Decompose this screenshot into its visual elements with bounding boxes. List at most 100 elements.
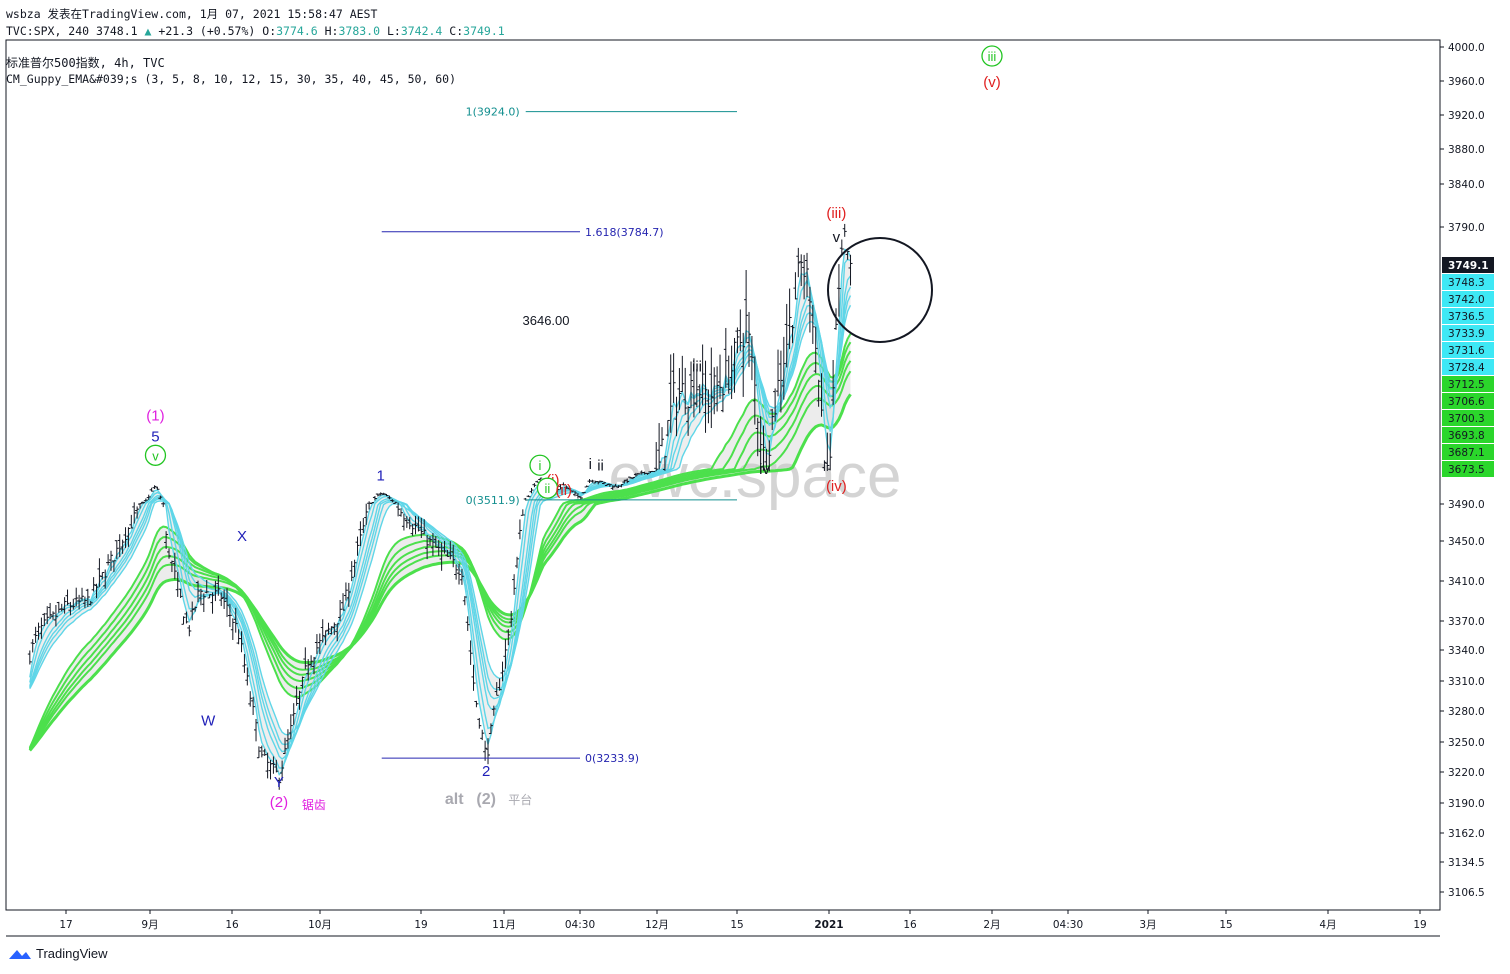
x-tick-label: 04:30 [1053, 919, 1083, 931]
wave-label: i [589, 456, 592, 473]
y-tick-label: 3410.0 [1448, 576, 1485, 588]
long-ema-line [28, 360, 852, 751]
fib-level-label: 1(3924.0) [466, 106, 520, 119]
wave-label: i [539, 458, 542, 473]
wave-label: ii [545, 481, 551, 496]
short-ema-line [29, 275, 852, 760]
y-tick-label: 3840.0 [1448, 179, 1485, 191]
x-tick-label: 15 [730, 919, 743, 931]
long-ema-line [28, 393, 852, 752]
x-tick-label: 17 [59, 919, 72, 931]
price-axis-tag-label: 3736.5 [1448, 311, 1485, 323]
wave-label: iv [759, 461, 770, 478]
tradingview-logo-icon [9, 949, 31, 959]
wave-label: (2) [476, 791, 496, 808]
highlight-circle [827, 237, 933, 343]
price-axis-tag [1442, 274, 1494, 290]
wave-label: iii [692, 359, 702, 376]
close-label: C: [449, 24, 464, 38]
price-axis-tag [1442, 257, 1494, 273]
wave-label: 平台 [508, 792, 532, 807]
high-value: 3783.0 [338, 24, 381, 38]
wave-label: 2 [482, 763, 490, 780]
open-label: O: [262, 24, 277, 38]
wave-label-circle [981, 45, 1003, 67]
wave-label: W [201, 713, 216, 730]
wave-label: (iii) [826, 205, 846, 222]
x-tick-label: 12月 [645, 919, 669, 931]
wave-label-circle [144, 444, 167, 466]
y-tick-label: 3920.0 [1448, 110, 1485, 122]
wave-label: (1) [146, 407, 164, 424]
tradingview-brand[interactable]: TradingView [8, 946, 108, 961]
price-axis-tag-label: 3728.4 [1448, 362, 1485, 374]
wave-label: Y [274, 774, 284, 791]
short-ema-line [29, 295, 852, 746]
low-value: 3742.4 [400, 24, 443, 38]
wave-label: 锯齿 [302, 797, 326, 812]
publisher-line: wsbza 发表在TradingView.com, 1月 07, 2021 15… [6, 7, 378, 21]
change: +21.3 (+0.57%) [158, 24, 256, 38]
price-axis-tag-label: 3748.3 [1448, 277, 1485, 289]
wave-label: (iv) [826, 478, 847, 495]
y-tick-label: 4000.0 [1448, 42, 1485, 54]
x-tick-label: 10月 [308, 919, 332, 931]
price-high-label: 3646.00 [523, 313, 570, 328]
price-axis-tag [1442, 444, 1494, 460]
y-tick-label: 3106.5 [1448, 887, 1485, 899]
y-tick-label: 3220.0 [1448, 767, 1485, 779]
wave-label-circle [536, 477, 559, 499]
wave-label: 1 [377, 468, 385, 485]
price-axis-tag [1442, 359, 1494, 375]
y-tick-label: 3340.0 [1448, 645, 1485, 657]
short-ema-ribbon-fill [29, 249, 851, 775]
price-axis-tag [1442, 461, 1494, 477]
up-arrow-icon: ▲ [144, 24, 152, 38]
x-tick-label: 19 [414, 919, 427, 931]
x-tick-label: 16 [903, 919, 917, 931]
long-ema-line [28, 370, 852, 751]
wave-label: 5 [151, 428, 159, 445]
high-label: H: [324, 24, 339, 38]
brand-name: TradingView [36, 946, 108, 961]
y-tick-label: 3960.0 [1448, 76, 1485, 88]
close-value: 3749.1 [463, 24, 505, 38]
last-price: 3748.1 [96, 24, 138, 38]
y-tick-label: 3162.0 [1448, 828, 1485, 840]
price-axis-tag [1442, 308, 1494, 324]
x-tick-label: 2021 [814, 919, 843, 931]
wave-label: iii [988, 49, 997, 64]
y-tick-label: 3190.0 [1448, 798, 1485, 810]
wave-label: (v) [983, 74, 1001, 91]
price-axis-tag-label: 3700.3 [1448, 413, 1485, 425]
fib-level-label: 0(3233.9) [585, 752, 639, 765]
price-axis-tag-label: 3712.5 [1448, 379, 1485, 391]
y-tick-label: 3310.0 [1448, 676, 1485, 688]
wave-label: (2) [270, 794, 288, 811]
wave-label-circle [529, 454, 551, 476]
price-axis-tag [1442, 291, 1494, 307]
wave-label: v [833, 229, 841, 246]
y-tick-label: 3370.0 [1448, 616, 1485, 628]
x-tick-label: 4月 [1319, 919, 1336, 931]
x-tick-label: 3月 [1139, 919, 1156, 931]
price-axis-tag-label: 3733.9 [1448, 328, 1485, 340]
price-axis-tag [1442, 410, 1494, 426]
wave-label: (ii) [555, 482, 572, 499]
open-value: 3774.6 [276, 24, 318, 38]
indicator-legend: CM_Guppy_EMA&#039;s (3, 5, 8, 10, 12, 15… [6, 72, 457, 86]
symbol: TVC:SPX, 240 [6, 24, 90, 38]
price-axis-tag-label: 3687.1 [1448, 447, 1485, 459]
y-tick-label: 3790.0 [1448, 222, 1485, 234]
price-axis-tag [1442, 325, 1494, 341]
y-tick-label: 3280.0 [1448, 706, 1485, 718]
plot-frame [5, 39, 1441, 911]
price-axis-tag-label: 3749.1 [1448, 260, 1489, 272]
price-axis-tag-label: 3706.6 [1448, 396, 1485, 408]
x-tick-label: 9月 [141, 919, 158, 931]
y-tick-label: 3490.0 [1448, 499, 1485, 511]
low-label: L: [386, 24, 401, 38]
price-axis-tag [1442, 427, 1494, 443]
price-axis-tag [1442, 342, 1494, 358]
